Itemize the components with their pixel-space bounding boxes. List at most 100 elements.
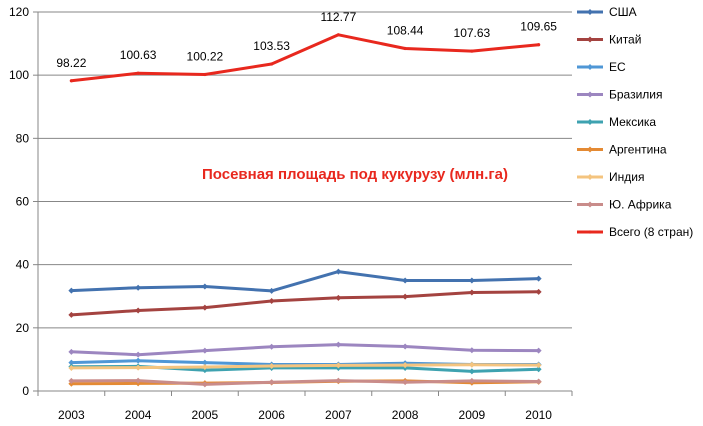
legend-label: Мексика	[609, 115, 656, 129]
x-tick-label: 2005	[192, 408, 219, 422]
chart-title: Посевная площадь под кукурузу (млн.га)	[202, 166, 508, 183]
data-point	[201, 283, 208, 290]
y-tick-label: 120	[9, 5, 29, 19]
data-point	[68, 359, 75, 366]
data-point	[201, 304, 208, 311]
axes: 0 20 40 60 80 100 120 2003 2004 2005 2006 2007 2008 2…	[9, 5, 573, 422]
x-tick-label: 2010	[525, 408, 552, 422]
data-point	[535, 288, 542, 295]
data-point	[268, 343, 275, 350]
data-point	[268, 297, 275, 304]
legend: США Китай ЕС Бразилия Мексика Аргентина Индия Ю…	[577, 5, 693, 239]
x-tick-label: 2007	[325, 408, 352, 422]
series-line	[69, 363, 541, 370]
data-point	[470, 49, 474, 53]
data-point	[535, 362, 542, 369]
data-point	[402, 293, 409, 300]
data-point	[336, 33, 340, 37]
legend-marker	[587, 91, 593, 98]
data-point	[201, 359, 208, 366]
legend-marker	[587, 119, 593, 125]
data-label: 100.63	[120, 48, 157, 62]
series-line	[69, 270, 541, 293]
data-point	[335, 268, 342, 275]
legend-marker	[587, 64, 593, 70]
data-point	[535, 347, 542, 354]
data-label: 103.53	[253, 39, 290, 53]
data-point	[201, 381, 208, 388]
data-label: 112.77	[320, 10, 356, 24]
data-point	[335, 341, 342, 348]
legend-marker	[587, 9, 593, 15]
series-line	[69, 343, 541, 357]
data-point	[535, 366, 542, 373]
data-point	[535, 378, 542, 385]
data-point	[468, 361, 475, 368]
data-point	[402, 362, 409, 369]
data-label: 108.44	[387, 24, 424, 38]
legend-marker	[587, 174, 593, 180]
data-point	[135, 284, 142, 291]
data-point	[69, 79, 73, 83]
data-point	[402, 277, 409, 284]
data-point	[135, 357, 142, 364]
data-point	[201, 367, 208, 374]
y-tick-label: 60	[16, 195, 30, 209]
data-label: 109.65	[520, 20, 557, 34]
legend-marker	[587, 36, 593, 43]
data-point	[68, 287, 75, 294]
data-point	[468, 289, 475, 296]
data-point	[135, 364, 142, 371]
data-point	[403, 46, 407, 51]
data-label: 98.22	[56, 56, 86, 70]
series-line	[69, 290, 541, 317]
data-point	[68, 311, 75, 318]
data-point	[203, 72, 207, 77]
legend-label: ЕС	[609, 60, 626, 74]
y-tick-label: 20	[16, 321, 30, 335]
data-label: 100.22	[187, 49, 224, 63]
data-point	[135, 351, 142, 358]
data-point	[135, 377, 142, 384]
y-tick-label: 80	[16, 131, 30, 145]
legend-label: Индия	[609, 170, 644, 184]
x-tick-label: 2009	[459, 408, 486, 422]
data-point	[468, 377, 475, 384]
x-tick-label: 2008	[392, 408, 419, 422]
data-point	[268, 379, 275, 386]
data-point	[135, 307, 142, 314]
legend-label: Китай	[609, 33, 641, 47]
legend-marker	[588, 230, 592, 234]
x-tick-label: 2004	[125, 408, 152, 422]
legend-label: Ю. Африка	[609, 198, 672, 212]
data-point	[68, 377, 75, 384]
legend-label: Бразилия	[609, 88, 663, 102]
data-point	[468, 277, 475, 284]
data-labels: 98.22 100.63 100.22 103.53 112.77 108.44 107.6…	[56, 10, 557, 70]
data-point	[468, 368, 475, 375]
data-point	[468, 347, 475, 354]
series-line	[69, 379, 541, 386]
data-point	[268, 363, 275, 370]
legend-label: Аргентина	[609, 143, 667, 157]
data-point	[537, 43, 541, 47]
data-point	[535, 275, 542, 282]
data-point	[68, 364, 75, 371]
data-point	[335, 294, 342, 301]
series-lines	[68, 33, 542, 388]
data-point	[402, 343, 409, 350]
legend-marker	[587, 201, 593, 208]
data-point	[402, 379, 409, 386]
data-point	[335, 377, 342, 384]
data-point	[268, 287, 275, 294]
data-point	[270, 62, 274, 66]
x-tick-label: 2003	[58, 408, 85, 422]
legend-label: США	[609, 5, 637, 19]
data-label: 107.63	[454, 26, 491, 40]
data-point	[68, 348, 75, 355]
legend-marker	[587, 146, 593, 153]
data-point	[335, 362, 342, 369]
x-tick-label: 2006	[258, 408, 285, 422]
data-point	[136, 71, 140, 75]
